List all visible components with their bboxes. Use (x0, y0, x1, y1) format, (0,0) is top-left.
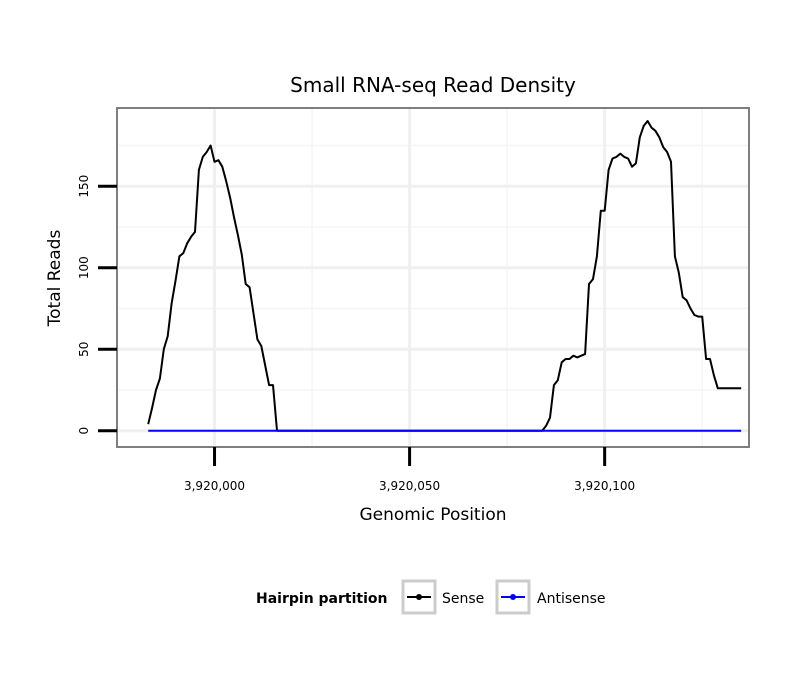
series-line-sense (147, 120, 742, 432)
legend-title: Hairpin partition (256, 591, 387, 607)
y-tick-label: 50 (77, 342, 91, 357)
y-axis: 0 50 100 150 (77, 175, 117, 435)
x-tick-label: 3,920,000 (184, 479, 245, 493)
series-lines (147, 120, 742, 432)
y-axis-title: Total Reads (45, 230, 65, 328)
legend-item-sense: Sense (401, 579, 484, 615)
plot-panel (116, 107, 750, 448)
y-tick-label: 150 (77, 175, 91, 198)
y-tick-label: 100 (77, 256, 91, 279)
legend: Hairpin partition Sense Antisense (256, 579, 606, 615)
x-tick-label: 3,920,050 (379, 479, 440, 493)
legend-label-antisense: Antisense (537, 591, 606, 607)
chart-title: Small RNA-seq Read Density (290, 73, 576, 97)
x-axis: 3,920,000 3,920,050 3,920,100 (184, 447, 635, 493)
x-tick-label: 3,920,100 (574, 479, 635, 493)
x-axis-title: Genomic Position (359, 505, 506, 525)
legend-point-antisense (510, 594, 516, 600)
legend-label-sense: Sense (442, 591, 484, 607)
legend-point-sense (416, 594, 422, 600)
legend-item-antisense: Antisense (495, 579, 606, 615)
y-tick-label: 0 (77, 427, 91, 435)
